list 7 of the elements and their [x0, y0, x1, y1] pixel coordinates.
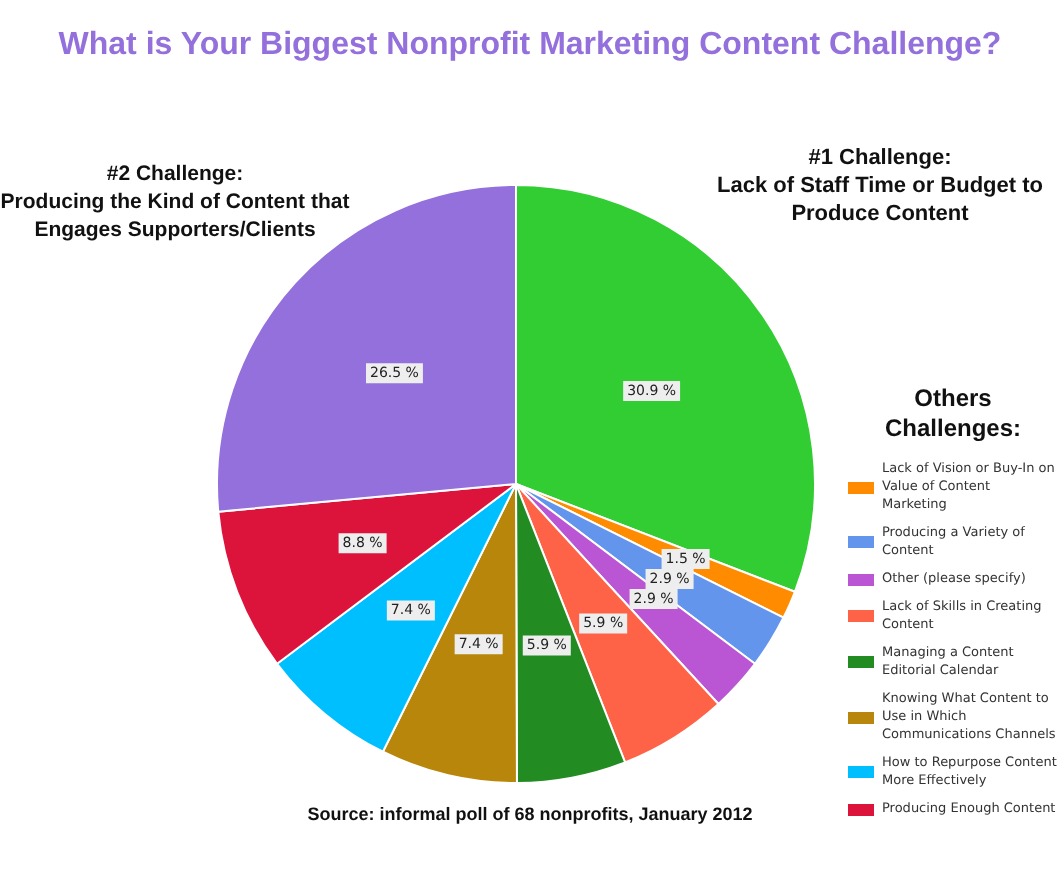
- source-note: Source: informal poll of 68 nonprofits, January 2012: [307, 804, 753, 824]
- legend-title: Others Challenges:: [882, 384, 1023, 444]
- slice-label: Lack of Staff Time or Budget to Produce Content: [717, 174, 1043, 226]
- text: #1 Challenge:: [808, 146, 952, 170]
- chart-title: What is Your Biggest Nonprofit Marketing Content Challenge?: [56, 28, 1004, 64]
- text: #2 Challenge:: [106, 162, 244, 186]
- slice-label: Producing the Kind of Content that Engages Supporters/Clients: [0, 190, 350, 242]
